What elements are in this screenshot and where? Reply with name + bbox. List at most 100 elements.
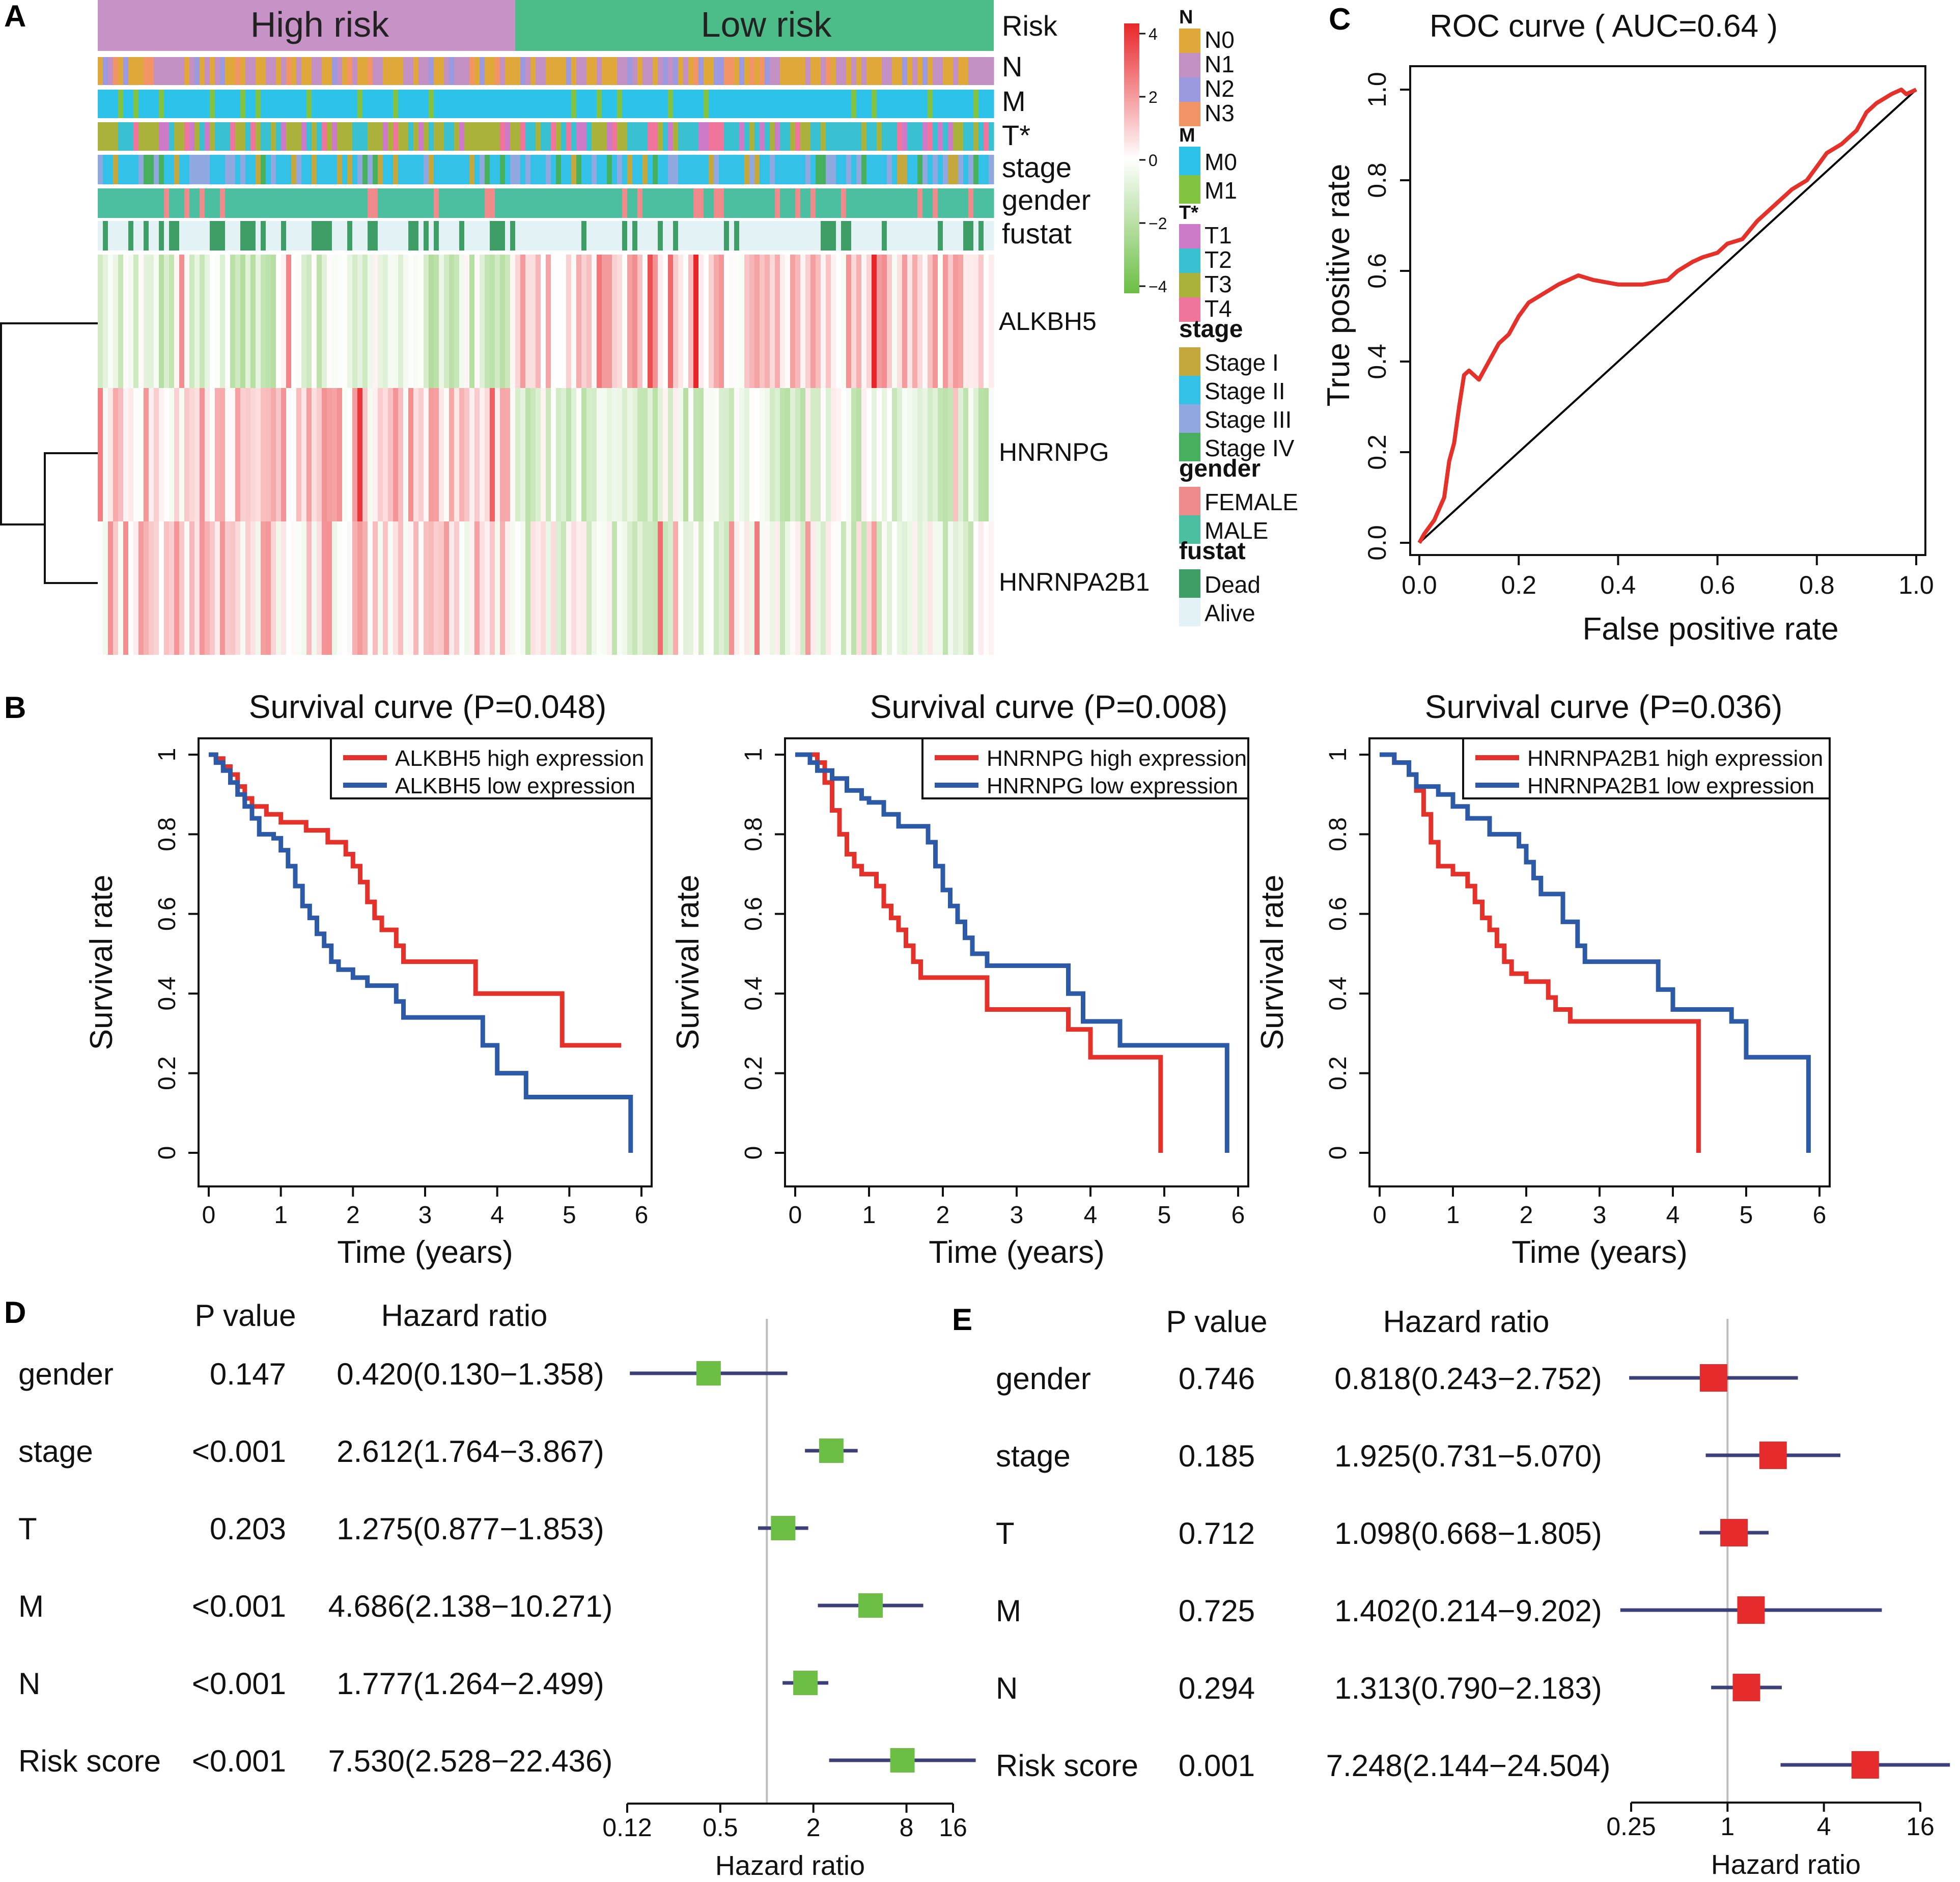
track-n-cell bbox=[917, 57, 923, 85]
track-gender-cell bbox=[617, 188, 623, 218]
track-m-cell bbox=[897, 90, 903, 118]
track-stage-cell bbox=[108, 155, 114, 184]
forest-row-name: stage bbox=[18, 1434, 93, 1469]
track-t-cell bbox=[922, 122, 928, 151]
track-gender-cell bbox=[688, 188, 694, 218]
heatmap-cell bbox=[775, 388, 780, 521]
legend-item-label: T3 bbox=[1205, 271, 1232, 297]
track-n-cell bbox=[989, 57, 994, 85]
track-n-cell bbox=[530, 57, 536, 85]
track-stage-cell bbox=[754, 155, 760, 184]
heatmap-cell bbox=[149, 255, 154, 388]
heatmap-cell bbox=[897, 521, 903, 655]
track-t-cell bbox=[739, 122, 745, 151]
track-stage-cell bbox=[663, 155, 668, 184]
track-fustat-cell bbox=[439, 221, 444, 251]
forest-row-hr: 1.275(0.877−1.853) bbox=[337, 1512, 604, 1546]
track-n-cell bbox=[118, 57, 124, 85]
heatmap-cell bbox=[729, 388, 735, 521]
roc-panel: ROC curve ( AUC=0.64 ) False positive ra… bbox=[1321, 9, 1934, 647]
heatmap-cell bbox=[495, 521, 500, 655]
track-m-cell bbox=[342, 90, 348, 118]
track-stage-cell bbox=[352, 155, 358, 184]
heatmap-cell bbox=[235, 521, 241, 655]
track-m-cell bbox=[301, 90, 307, 118]
heatmap-cell bbox=[953, 255, 959, 388]
track-m-cell bbox=[286, 90, 292, 118]
track-gender-cell bbox=[500, 188, 506, 218]
track-fustat-cell bbox=[922, 221, 928, 251]
track-n-cell bbox=[683, 57, 689, 85]
track-gender-cell bbox=[576, 188, 582, 218]
track-t-cell bbox=[215, 122, 220, 151]
heatmap-cell bbox=[612, 521, 618, 655]
heatmap-cell bbox=[622, 521, 628, 655]
heatmap-cell bbox=[958, 388, 964, 521]
heatmap-cell bbox=[866, 521, 872, 655]
track-t-cell bbox=[658, 122, 663, 151]
track-stage-cell bbox=[454, 155, 460, 184]
heatmap-cell bbox=[312, 521, 317, 655]
track-gender-cell bbox=[668, 188, 674, 218]
track-fustat-cell bbox=[836, 221, 842, 251]
track-t-cell bbox=[317, 122, 322, 151]
track-stage-cell bbox=[388, 155, 394, 184]
track-m-cell bbox=[576, 90, 582, 118]
heatmap-cell bbox=[576, 521, 582, 655]
panel-label-b: B bbox=[4, 690, 26, 725]
track-n-cell bbox=[770, 57, 775, 85]
track-n-cell bbox=[780, 57, 786, 85]
survival-ytick-label: 0.4 bbox=[1325, 977, 1352, 1011]
heatmap-cell bbox=[383, 521, 388, 655]
track-n-cell bbox=[887, 57, 892, 85]
survival-xtick-label: 1 bbox=[862, 1202, 876, 1229]
legend-swatch bbox=[1179, 433, 1200, 461]
survival-panel-hnrnpa2b1: Survival curve (P=0.036)0 1 2 3 4 5 600.20.40.… bbox=[1255, 688, 1831, 1270]
track-t-cell bbox=[821, 122, 826, 151]
track-n-cell bbox=[444, 57, 450, 85]
track-fustat-cell bbox=[250, 221, 256, 251]
track-stage-cell bbox=[744, 155, 750, 184]
track-gender-cell bbox=[637, 188, 643, 218]
heatmap-cell bbox=[505, 521, 511, 655]
heatmap-cell bbox=[943, 255, 948, 388]
track-n-cell bbox=[322, 57, 327, 85]
heatmap-cell bbox=[912, 388, 918, 521]
track-m-cell bbox=[922, 90, 928, 118]
track-gender-cell bbox=[322, 188, 327, 218]
heatmap-cell bbox=[760, 255, 765, 388]
heatmap-cell bbox=[449, 521, 455, 655]
track-gender-cell bbox=[795, 188, 801, 218]
track-m-cell bbox=[632, 90, 638, 118]
heatmap-cell bbox=[678, 521, 684, 655]
heatmap-cell bbox=[454, 521, 460, 655]
forest-row-hr: 4.686(2.138−10.271) bbox=[328, 1589, 613, 1623]
track-stage-cell bbox=[551, 155, 556, 184]
track-gender-cell bbox=[902, 188, 908, 218]
track-fustat-cell bbox=[388, 221, 394, 251]
forest-row-name: T bbox=[18, 1512, 37, 1546]
track-gender-cell bbox=[775, 188, 780, 218]
track-n-cell bbox=[312, 57, 317, 85]
heatmap-cell bbox=[831, 388, 836, 521]
track-stage-cell bbox=[561, 155, 567, 184]
track-m-cell bbox=[678, 90, 684, 118]
track-stage-cell bbox=[729, 155, 735, 184]
track-fustat-cell bbox=[266, 221, 271, 251]
track-t-cell bbox=[449, 122, 455, 151]
track-t-cell bbox=[98, 122, 103, 151]
track-t-cell bbox=[149, 122, 154, 151]
heatmap-cell bbox=[673, 521, 679, 655]
roc-marks: 0.0 0.2 0.4 0.6 0.8 1.00.00.20.40.60.81.0 bbox=[1363, 72, 1934, 599]
forest-row-name: M bbox=[996, 1594, 1021, 1628]
heatmap-cell bbox=[856, 388, 862, 521]
track-t-cell bbox=[877, 122, 882, 151]
track-n-cell bbox=[240, 57, 246, 85]
heatmap-cell bbox=[551, 388, 556, 521]
track-gender-cell bbox=[317, 188, 322, 218]
track-t-cell bbox=[306, 122, 312, 151]
track-gender-cell bbox=[256, 188, 261, 218]
track-n-cell bbox=[174, 57, 180, 85]
heatmap-cell bbox=[291, 255, 297, 388]
track-t-cell bbox=[276, 122, 282, 151]
